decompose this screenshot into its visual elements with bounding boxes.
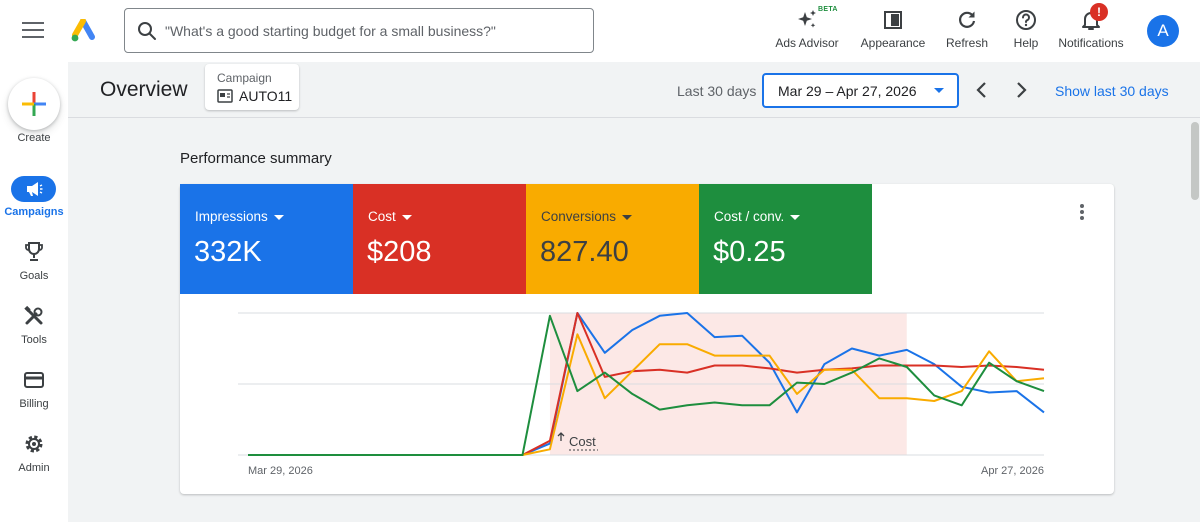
range-label: Last 30 days	[677, 83, 757, 99]
tools-icon	[24, 305, 43, 325]
previous-period-button[interactable]	[972, 80, 992, 100]
top-bar: BETA Ads Advisor Appearance Refresh Help…	[0, 0, 1200, 62]
gear-icon	[25, 435, 43, 453]
left-nav: Create Campaigns Goals Tools Bill	[0, 62, 68, 522]
x-axis-end-label: Apr 27, 2026	[981, 465, 1044, 477]
metric-value: $0.25	[713, 236, 786, 268]
sparkle-icon	[798, 10, 816, 28]
campaign-icon	[217, 89, 233, 103]
nav-item-tools[interactable]: Tools	[0, 304, 68, 358]
refresh-icon	[959, 11, 976, 28]
create-label: Create	[17, 132, 51, 144]
metric-cost[interactable]: Cost $208	[353, 184, 526, 294]
plus-icon	[22, 92, 46, 116]
help-label: Help	[1013, 36, 1039, 50]
date-range-value: Mar 29 – Apr 27, 2026	[778, 83, 917, 99]
section-title: Performance summary	[180, 150, 332, 167]
show-last-30-days-link[interactable]: Show last 30 days	[1055, 83, 1169, 99]
avatar[interactable]: A	[1147, 15, 1179, 47]
ads-advisor-button[interactable]: BETA Ads Advisor	[771, 6, 843, 50]
metric-label: Cost	[368, 209, 396, 224]
create-button[interactable]	[8, 78, 60, 130]
more-options-icon[interactable]	[1074, 204, 1090, 224]
campaign-value: AUTO11	[239, 88, 293, 104]
nav-label-billing: Billing	[19, 398, 49, 410]
scrollbar[interactable]	[1191, 122, 1199, 200]
nav-label-admin: Admin	[18, 462, 50, 474]
search-bar[interactable]	[124, 8, 594, 53]
annotation-label: Cost	[569, 434, 596, 449]
next-period-button[interactable]	[1011, 80, 1031, 100]
metric-label: Cost / conv.	[714, 209, 785, 224]
chevron-down-icon	[934, 88, 944, 93]
refresh-label: Refresh	[945, 36, 989, 50]
appearance-label: Appearance	[860, 36, 926, 50]
chevron-down-icon	[401, 214, 412, 220]
notifications-label: Notifications	[1058, 36, 1124, 50]
appearance-icon	[884, 11, 902, 29]
appearance-button[interactable]: Appearance	[858, 6, 928, 50]
campaign-label: Campaign	[217, 71, 272, 85]
nav-label-tools: Tools	[21, 334, 47, 346]
page-header: Overview Campaign AUTO11 Last 30 days Ma…	[68, 62, 1200, 118]
metric-value: 332K	[194, 236, 262, 268]
search-icon	[138, 22, 156, 40]
series-line-3	[248, 314, 1045, 456]
refresh-button[interactable]: Refresh	[942, 6, 992, 50]
chevron-down-icon	[622, 214, 633, 220]
notification-alert-badge: !	[1090, 3, 1108, 21]
nav-item-admin[interactable]: Admin	[0, 432, 68, 486]
nav-item-campaigns[interactable]: Campaigns	[0, 176, 68, 230]
nav-item-goals[interactable]: Goals	[0, 240, 68, 294]
beta-badge: BETA	[818, 6, 838, 13]
metric-label: Impressions	[195, 209, 268, 224]
trophy-icon	[25, 242, 43, 261]
metric-impressions[interactable]: Impressions 332K	[180, 184, 353, 294]
cost-annotation[interactable]: Cost	[557, 432, 598, 451]
menu-icon[interactable]	[22, 22, 44, 40]
help-button[interactable]: Help	[1007, 6, 1045, 50]
ads-advisor-label: Ads Advisor	[775, 36, 839, 50]
metric-value: $208	[367, 236, 432, 268]
nav-label-campaigns: Campaigns	[4, 206, 64, 218]
chevron-down-icon	[790, 214, 801, 220]
page-title: Overview	[100, 78, 188, 101]
google-ads-logo-icon[interactable]	[70, 19, 96, 43]
performance-chart: Cost Mar 29, 2026 Apr 27, 2026	[238, 312, 1045, 477]
nav-label-goals: Goals	[19, 270, 49, 282]
notifications-button[interactable]: ! Notifications	[1054, 3, 1128, 50]
metric-cost-per-conversion[interactable]: Cost / conv. $0.25	[699, 184, 872, 294]
x-axis-start-label: Mar 29, 2026	[248, 465, 313, 477]
metric-label: Conversions	[541, 209, 617, 224]
arrow-up-icon	[557, 432, 565, 441]
date-range-select[interactable]: Mar 29 – Apr 27, 2026	[762, 73, 959, 108]
chevron-down-icon	[273, 214, 284, 220]
metric-conversions[interactable]: Conversions 827.40	[526, 184, 699, 294]
megaphone-icon	[27, 182, 43, 196]
campaign-selector[interactable]: Campaign AUTO11	[205, 64, 299, 110]
credit-card-icon	[24, 372, 44, 388]
nav-item-billing[interactable]: Billing	[0, 368, 68, 422]
metric-value: 827.40	[540, 236, 629, 268]
help-icon	[1016, 10, 1036, 30]
search-input[interactable]	[165, 17, 585, 45]
